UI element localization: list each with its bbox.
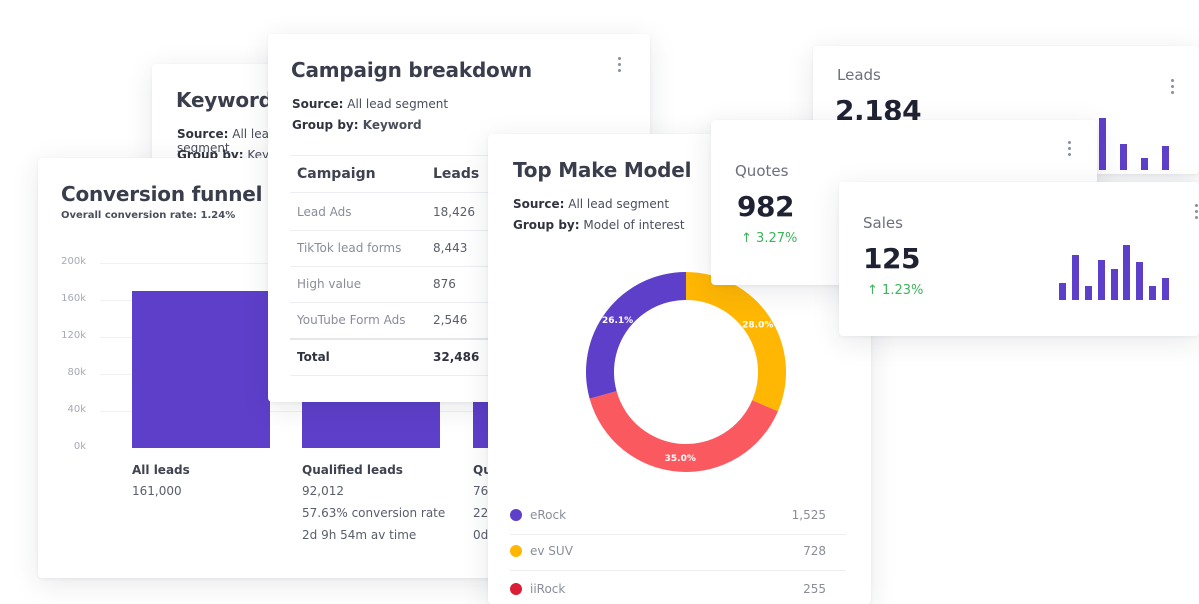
top-make-title: Top Make Model <box>513 158 692 182</box>
sales-value: 125 <box>863 242 920 275</box>
column-header-campaign[interactable]: Campaign <box>297 166 376 182</box>
legend-name: eRock <box>530 508 567 522</box>
legend-dot <box>510 545 522 557</box>
funnel-stage-count: 76, <box>473 484 493 498</box>
legend-value: 1,525 <box>791 508 826 522</box>
campaign-leads: 876 <box>433 277 456 291</box>
campaign-name: TikTok lead forms <box>297 241 402 255</box>
legend-value: 728 <box>803 544 826 558</box>
leads-sparkline <box>1099 112 1169 170</box>
legend-item[interactable]: eRock 1,525 <box>510 498 846 535</box>
sparkline-bar <box>1099 117 1106 170</box>
quotes-value: 982 <box>737 190 794 223</box>
funnel-stage-name: All leads <box>132 463 190 477</box>
sparkline-bar <box>1123 245 1131 300</box>
sparkline-bar <box>1097 259 1105 300</box>
campaign-leads: 18,426 <box>433 205 475 219</box>
sales-delta: ↑ 1.23% <box>867 283 924 298</box>
leads-label: Leads <box>837 66 881 84</box>
legend-name: iiRock <box>530 582 566 596</box>
more-options-icon[interactable] <box>1068 141 1072 157</box>
funnel-stage-name: Qu <box>473 463 492 477</box>
table-total-row: Total 32,486 <box>290 339 500 376</box>
sparkline-bar <box>1162 277 1169 300</box>
keyword-card-title: Keyword <box>176 88 273 112</box>
top-make-source: Source: All lead segment <box>513 197 670 211</box>
donut-slice-label: 26.1% <box>602 316 633 326</box>
y-tick: 40k <box>67 404 86 415</box>
campaign-leads: 8,443 <box>433 241 468 255</box>
sales-label: Sales <box>863 214 903 232</box>
campaign-name: YouTube Form Ads <box>297 313 406 327</box>
y-tick: 200k <box>61 256 86 267</box>
quotes-delta: ↑ 3.27% <box>741 231 798 246</box>
campaign-name: Lead Ads <box>297 205 352 219</box>
arrow-up-icon: ↑ <box>867 283 878 298</box>
funnel-bar-all-leads[interactable] <box>132 291 270 448</box>
donut-slice[interactable] <box>686 272 786 412</box>
y-tick: 160k <box>61 293 86 304</box>
top-make-group: Group by: Model of interest <box>513 218 685 232</box>
funnel-subtitle: Overall conversion rate: 1.24% <box>61 210 236 221</box>
sparkline-bar <box>1071 255 1079 300</box>
table-row[interactable]: TikTok lead forms 8,443 <box>290 230 500 267</box>
funnel-stage-time: 2d 9h 54m av time <box>302 528 417 542</box>
donut-slice-label: 28.0% <box>742 321 773 331</box>
total-leads: 32,486 <box>433 350 480 364</box>
legend-name: ev SUV <box>530 544 573 558</box>
campaign-title: Campaign breakdown <box>291 58 532 82</box>
more-options-icon[interactable] <box>618 57 622 73</box>
legend-dot <box>510 583 522 595</box>
donut-slice-label: 35.0% <box>665 454 696 464</box>
donut-chart: 28.0% 35.0% 26.1% <box>586 272 786 472</box>
campaign-group: Group by: Keyword <box>292 118 422 132</box>
table-row[interactable]: Lead Ads 18,426 <box>290 194 500 231</box>
sales-stat-card: Sales 125 ↑ 1.23% <box>839 182 1199 336</box>
table-row[interactable]: YouTube Form Ads 2,546 <box>290 302 500 340</box>
funnel-stage-count: 161,000 <box>132 484 182 498</box>
more-options-icon[interactable] <box>1195 204 1199 220</box>
funnel-stage-rate: 57.63% conversion rate <box>302 506 446 520</box>
sparkline-bar <box>1149 286 1157 300</box>
more-options-icon[interactable] <box>1171 79 1175 95</box>
y-tick: 0k <box>73 441 86 452</box>
sparkline-bar <box>1059 283 1066 300</box>
y-tick: 80k <box>67 367 86 378</box>
funnel-stage-time: 0d <box>473 528 489 542</box>
funnel-stage-rate: 22 <box>473 506 489 520</box>
table-row[interactable]: High value 876 <box>290 266 500 303</box>
funnel-stage-count: 92,012 <box>302 484 344 498</box>
sparkline-bar <box>1120 143 1127 170</box>
sparkline-bar <box>1136 261 1144 300</box>
sparkline-bar <box>1084 286 1092 300</box>
campaign-leads: 2,546 <box>433 313 468 327</box>
funnel-stage-name: Qualified leads <box>302 463 403 477</box>
keyword-source: Source: All lead segment <box>177 127 277 155</box>
sales-sparkline <box>1059 244 1169 300</box>
y-tick: 120k <box>61 330 86 341</box>
legend-item[interactable]: iiRock 255 <box>510 572 846 604</box>
arrow-up-icon: ↑ <box>741 231 752 246</box>
quotes-label: Quotes <box>735 162 789 180</box>
total-label: Total <box>297 350 330 364</box>
legend-dot <box>510 509 522 521</box>
funnel-title: Conversion funnel <box>61 182 263 206</box>
donut-slice[interactable] <box>589 391 778 472</box>
sparkline-bar <box>1141 158 1148 170</box>
donut-slice[interactable] <box>586 272 686 399</box>
campaign-source: Source: All lead segment <box>292 97 449 111</box>
campaign-name: High value <box>297 277 362 291</box>
legend-value: 255 <box>803 582 826 596</box>
legend-item[interactable]: ev SUV 728 <box>510 534 846 571</box>
column-header-leads[interactable]: Leads <box>433 166 480 182</box>
sparkline-bar <box>1162 145 1169 170</box>
table-header: Campaign Leads <box>290 155 500 193</box>
sparkline-bar <box>1110 269 1118 300</box>
